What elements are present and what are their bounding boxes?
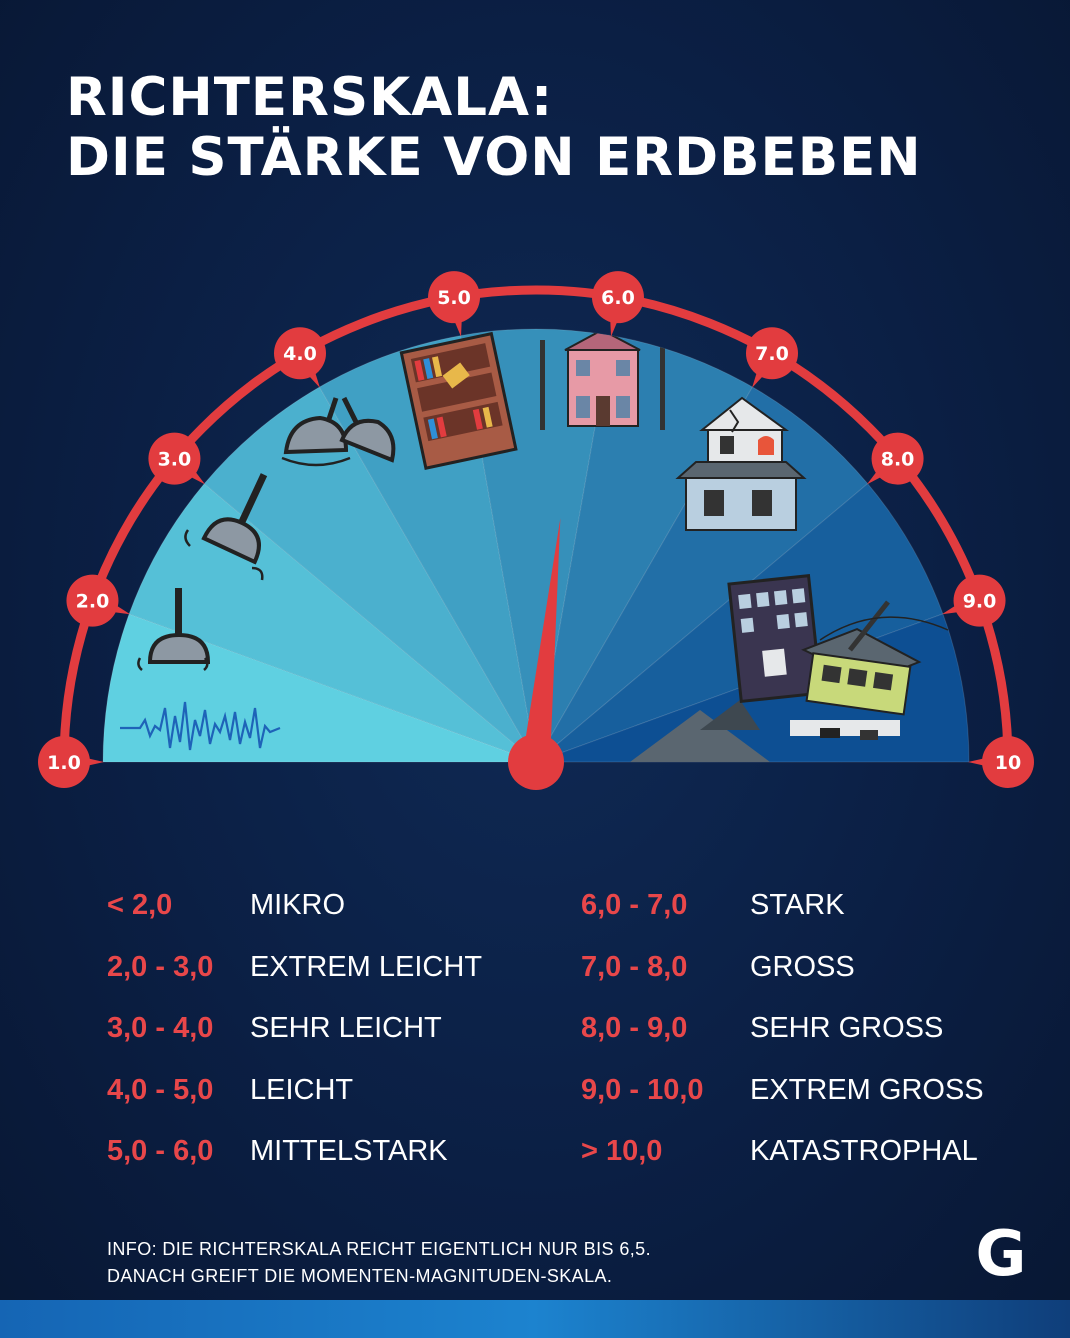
swinging-lamp-icon bbox=[137, 588, 211, 671]
richter-gauge: 1.0 2.0 3.0 4.0 5.0 6.0 7.0 8.0 9.0 10 bbox=[38, 271, 1034, 790]
scale-marker: 10 bbox=[968, 736, 1034, 788]
brand-logo: G bbox=[975, 1217, 1027, 1290]
needle-hub bbox=[508, 734, 564, 790]
legend-row: 3,0 - 4,0 SEHR LEICHT bbox=[107, 998, 482, 1060]
seismograph-wave-icon bbox=[120, 701, 281, 751]
house-icon bbox=[540, 329, 665, 430]
legend-label: MITTELSTARK bbox=[250, 1135, 448, 1168]
legend-label: LEICHT bbox=[250, 1073, 354, 1106]
marker-badge bbox=[66, 574, 119, 627]
legend-range: < 2,0 bbox=[107, 889, 173, 922]
marker-label: 9.0 bbox=[963, 591, 997, 613]
legend-row: 7,0 - 8,0 GROSS bbox=[581, 937, 984, 999]
marker-label: 3.0 bbox=[158, 449, 192, 471]
legend-right: 6,0 - 7,0 STARK 7,0 - 8,0 GROSS 8,0 - 9,… bbox=[581, 875, 984, 1183]
legend-label: MIKRO bbox=[250, 889, 346, 922]
marker-badge bbox=[428, 271, 481, 324]
marker-label: 1.0 bbox=[47, 752, 81, 774]
legend-label: SEHR GROSS bbox=[750, 1012, 944, 1045]
legend-range: 6,0 - 7,0 bbox=[581, 889, 688, 922]
marker-badge bbox=[38, 736, 90, 788]
gauge-needle bbox=[508, 518, 564, 790]
scale-marker: 7.0 bbox=[746, 327, 798, 388]
legend-range: 2,0 - 3,0 bbox=[107, 950, 214, 983]
gauge-scale-markers: 1.0 2.0 3.0 4.0 5.0 6.0 7.0 8.0 9.0 10 bbox=[38, 271, 1034, 788]
legend-left: < 2,0 MIKRO 2,0 - 3,0 EXTREM LEICHT 3,0 … bbox=[107, 875, 482, 1183]
marker-label: 10 bbox=[995, 752, 1021, 774]
marker-label: 2.0 bbox=[76, 591, 110, 613]
gauge-sector bbox=[128, 482, 537, 763]
marker-badge bbox=[746, 327, 798, 380]
legend-range: 9,0 - 10,0 bbox=[581, 1073, 704, 1106]
falling-bookshelf-icon bbox=[399, 331, 518, 470]
legend-row: 8,0 - 9,0 SEHR GROSS bbox=[581, 998, 984, 1060]
gauge-arc bbox=[59, 285, 1013, 767]
gauge-sector bbox=[102, 613, 537, 763]
legend-range: 4,0 - 5,0 bbox=[107, 1073, 214, 1106]
marker-badge bbox=[274, 327, 326, 380]
double-lamp-icon bbox=[281, 396, 396, 467]
legend-label: EXTREM GROSS bbox=[750, 1073, 984, 1106]
legend-label: SEHR LEICHT bbox=[250, 1012, 442, 1045]
page-title: RICHTERSKALA: DIE STÄRKE VON ERDBEBEN bbox=[66, 68, 922, 188]
legend-row: 5,0 - 6,0 MITTELSTARK bbox=[107, 1121, 482, 1183]
marker-badge bbox=[982, 736, 1034, 788]
collapsed-buildings-icon bbox=[630, 574, 949, 762]
marker-badge bbox=[148, 432, 201, 485]
legend-label: GROSS bbox=[750, 950, 855, 983]
title-line-2: DIE STÄRKE VON ERDBEBEN bbox=[66, 127, 922, 188]
scale-marker: 3.0 bbox=[148, 432, 206, 485]
marker-label: 5.0 bbox=[437, 287, 471, 309]
scale-marker: 9.0 bbox=[941, 574, 1006, 627]
marker-badge bbox=[591, 271, 644, 324]
legend-row: < 2,0 MIKRO bbox=[107, 875, 482, 937]
needle-pointer bbox=[522, 518, 561, 764]
legend-range: 5,0 - 6,0 bbox=[107, 1135, 214, 1168]
legend-range: 8,0 - 9,0 bbox=[581, 1012, 688, 1045]
legend-row: 4,0 - 5,0 LEICHT bbox=[107, 1060, 482, 1122]
marker-label: 6.0 bbox=[601, 287, 635, 309]
scale-marker: 4.0 bbox=[274, 327, 326, 388]
legend-row: > 10,0 KATASTROPHAL bbox=[581, 1121, 984, 1183]
scale-marker: 5.0 bbox=[428, 271, 481, 337]
scale-marker: 6.0 bbox=[591, 271, 644, 337]
marker-badge bbox=[953, 574, 1006, 627]
legend-row: 9,0 - 10,0 EXTREM GROSS bbox=[581, 1060, 984, 1122]
info-line-1: INFO: DIE RICHTERSKALA REICHT EIGENTLICH… bbox=[107, 1239, 651, 1259]
legend-range: > 10,0 bbox=[581, 1135, 663, 1168]
scale-marker: 2.0 bbox=[66, 574, 131, 627]
info-line-2: DANACH GREIFT DIE MOMENTEN-MAGNITUDEN-SK… bbox=[107, 1266, 613, 1286]
gauge-arc-line bbox=[59, 285, 1013, 767]
legend-label: STARK bbox=[750, 889, 845, 922]
info-note: INFO: DIE RICHTERSKALA REICHT EIGENTLICH… bbox=[107, 1236, 651, 1290]
legend-label: EXTREM LEICHT bbox=[250, 950, 483, 983]
cracked-house-icon bbox=[675, 396, 807, 531]
swinging-lamp-icon bbox=[201, 473, 268, 565]
marker-label: 4.0 bbox=[283, 343, 317, 365]
gauge-sector bbox=[203, 386, 537, 763]
scale-marker: 8.0 bbox=[866, 432, 924, 485]
title-line-1: RICHTERSKALA: bbox=[66, 67, 554, 128]
bottom-accent-bar bbox=[0, 1300, 1070, 1338]
legend-range: 3,0 - 4,0 bbox=[107, 1012, 214, 1045]
legend-range: 7,0 - 8,0 bbox=[581, 950, 688, 983]
scale-marker: 1.0 bbox=[38, 736, 104, 788]
legend-row: 2,0 - 3,0 EXTREM LEICHT bbox=[107, 937, 482, 999]
legend-row: 6,0 - 7,0 STARK bbox=[581, 875, 984, 937]
marker-label: 8.0 bbox=[881, 449, 915, 471]
gauge-illustrations bbox=[120, 329, 949, 762]
marker-label: 7.0 bbox=[755, 343, 789, 365]
legend-label: KATASTROPHAL bbox=[750, 1135, 978, 1168]
marker-badge bbox=[871, 432, 924, 485]
